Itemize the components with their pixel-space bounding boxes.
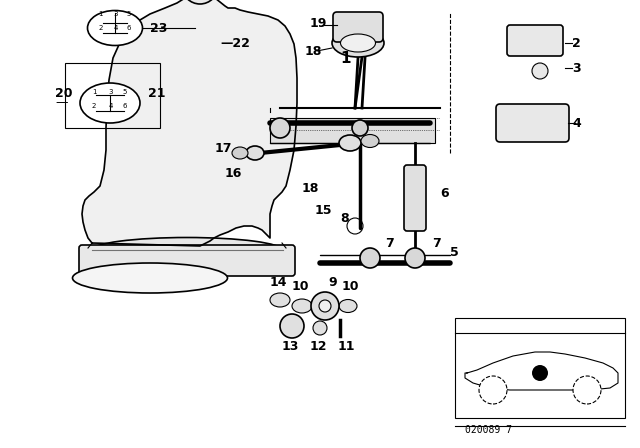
Text: 1: 1 [98,11,102,17]
Text: 7: 7 [432,237,441,250]
Circle shape [311,292,339,320]
Text: 13: 13 [282,340,300,353]
Text: 6: 6 [127,25,131,31]
Text: 21: 21 [148,86,166,99]
Text: 19: 19 [310,17,328,30]
Ellipse shape [80,83,140,123]
FancyBboxPatch shape [333,12,383,42]
Circle shape [532,63,548,79]
Ellipse shape [339,300,357,313]
FancyBboxPatch shape [455,318,625,418]
Ellipse shape [270,293,290,307]
Text: 9: 9 [328,276,337,289]
Circle shape [532,365,548,381]
Text: 5: 5 [127,11,131,17]
Polygon shape [465,352,618,390]
Text: 15: 15 [315,203,333,216]
Circle shape [280,314,304,338]
Text: 10: 10 [292,280,310,293]
Polygon shape [82,0,297,246]
Text: 11: 11 [338,340,355,353]
Text: 18: 18 [302,181,319,194]
Text: 5: 5 [123,89,127,95]
Text: 3: 3 [572,61,580,74]
Text: 2: 2 [92,103,96,109]
Ellipse shape [92,237,282,263]
Circle shape [182,0,218,4]
Circle shape [479,376,507,404]
Text: —22: —22 [220,36,250,49]
FancyBboxPatch shape [496,104,569,142]
Ellipse shape [88,10,143,46]
Circle shape [313,321,327,335]
Text: 4: 4 [114,25,118,31]
Ellipse shape [72,263,227,293]
Text: 2: 2 [99,25,103,31]
Circle shape [319,300,331,312]
Text: 4: 4 [572,116,580,129]
Text: 8: 8 [340,211,349,224]
Text: 23: 23 [150,22,168,34]
Circle shape [360,248,380,268]
Text: 4: 4 [109,103,113,109]
Ellipse shape [339,135,361,151]
FancyBboxPatch shape [270,118,435,143]
Ellipse shape [292,299,312,313]
Circle shape [405,248,425,268]
Circle shape [270,118,290,138]
Text: 20: 20 [55,86,72,99]
Text: 1: 1 [92,89,96,95]
Text: 6: 6 [440,186,449,199]
Text: 14: 14 [270,276,287,289]
Circle shape [573,376,601,404]
Text: 1: 1 [340,51,351,65]
FancyBboxPatch shape [404,165,426,231]
Text: 6: 6 [123,103,127,109]
Text: 3: 3 [114,11,118,17]
FancyBboxPatch shape [79,245,295,276]
Text: —: — [55,96,67,109]
Ellipse shape [340,34,376,52]
Text: 16: 16 [225,167,243,180]
Ellipse shape [246,146,264,160]
FancyBboxPatch shape [507,25,563,56]
Text: 7: 7 [385,237,394,250]
Text: 5: 5 [450,246,459,259]
Ellipse shape [332,29,384,57]
Text: 17: 17 [215,142,232,155]
Text: 020089 7: 020089 7 [465,425,512,435]
Ellipse shape [232,147,248,159]
Text: 18: 18 [305,44,323,57]
Text: 10: 10 [342,280,360,293]
Text: 12: 12 [310,340,328,353]
Circle shape [352,120,368,136]
Text: 2: 2 [572,36,580,49]
Text: 3: 3 [109,89,113,95]
Ellipse shape [361,134,379,147]
